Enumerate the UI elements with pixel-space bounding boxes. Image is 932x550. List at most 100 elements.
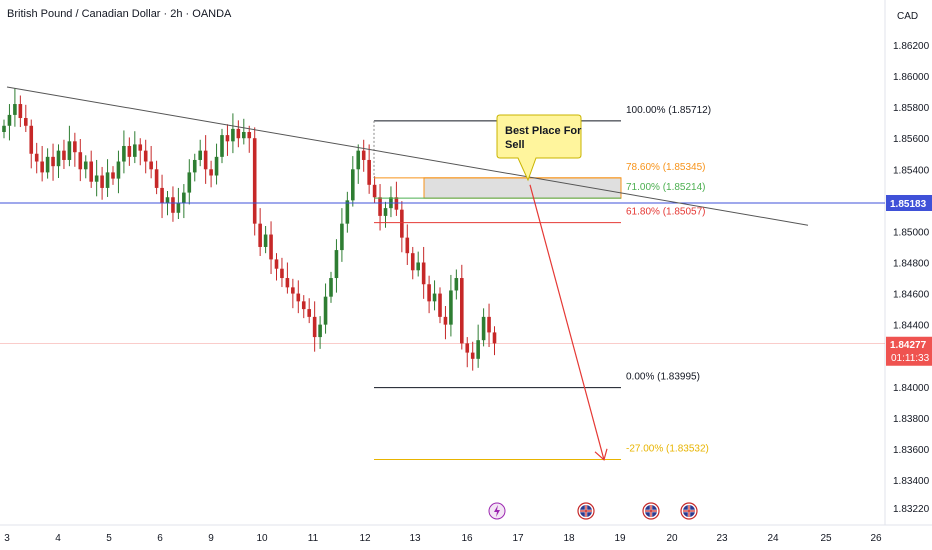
callout-bubble — [496, 114, 582, 182]
time-tick-label: 18 — [563, 533, 575, 544]
price-tick-label: 1.85000 — [893, 227, 930, 238]
uk-flag-icon[interactable] — [680, 502, 698, 520]
price-tick-label: 1.83600 — [893, 445, 930, 456]
lightning-icon[interactable] — [488, 502, 506, 520]
candle-body — [62, 150, 66, 160]
candle-body — [460, 278, 464, 344]
candle-body — [301, 301, 306, 310]
candles — [2, 88, 497, 371]
descending-trendline[interactable] — [6, 86, 809, 226]
candle-body — [154, 169, 159, 188]
horizontal-level-price: 1.85183 — [890, 199, 927, 210]
candle-body — [465, 343, 470, 353]
candle-body — [209, 169, 213, 176]
time-tick-label: 24 — [767, 533, 779, 544]
uk-flag-icon[interactable] — [642, 502, 660, 520]
candle-body — [345, 200, 350, 224]
candle-body — [340, 223, 344, 251]
time-tick-label: 6 — [157, 533, 163, 544]
time-tick-label: 17 — [512, 533, 524, 544]
candle-body — [443, 316, 448, 325]
fib-label-71: 71.00% (1.85214) — [626, 182, 706, 193]
time-tick-label: 4 — [55, 533, 61, 544]
candle-body — [312, 316, 317, 338]
price-tick-label: 1.85800 — [893, 103, 930, 114]
candle-body — [421, 262, 426, 285]
candle-body — [24, 118, 28, 126]
candle-body — [476, 340, 480, 359]
candle-body — [247, 132, 252, 139]
candle-body — [356, 150, 361, 170]
candle-body — [285, 278, 290, 288]
candle-body — [34, 153, 39, 162]
projection-arrow-head — [594, 448, 608, 461]
candle-body — [18, 104, 23, 119]
candle-body — [100, 175, 104, 188]
candle-body — [280, 268, 284, 279]
candle-body — [296, 293, 301, 302]
price-tick-label: 1.84600 — [893, 290, 930, 301]
candle-body — [89, 161, 93, 182]
callout[interactable]: Best Place For Sell — [496, 114, 582, 182]
fib-label-100: 100.00% (1.85712) — [626, 105, 711, 116]
candle-body — [138, 144, 143, 151]
candle-body — [182, 192, 186, 204]
candle-body — [83, 161, 88, 170]
time-tick-label: 12 — [359, 533, 371, 544]
candle-body — [127, 145, 132, 157]
candle-body — [149, 161, 153, 170]
candle-body — [454, 278, 459, 291]
candle-body — [432, 293, 437, 302]
candle-body — [29, 125, 34, 154]
candle-body — [78, 152, 83, 170]
event-icons[interactable] — [488, 502, 698, 520]
price-tick-label: 1.84800 — [893, 259, 930, 270]
candle-body — [492, 332, 497, 344]
candle-body — [258, 223, 262, 247]
candle-body — [176, 203, 181, 213]
candle-body — [51, 156, 55, 167]
horizontal-level-badge — [886, 194, 932, 211]
candle-body — [7, 114, 12, 126]
time-tick-label: 13 — [409, 533, 421, 544]
candle-body — [165, 197, 170, 204]
candle-body — [367, 159, 371, 185]
candle-body — [410, 253, 415, 271]
callout-text-line2: Sell — [505, 139, 525, 151]
candle-body — [45, 156, 50, 173]
candle-body — [416, 262, 420, 271]
time-tick-label: 25 — [820, 533, 832, 544]
candle-body — [378, 197, 382, 216]
candle-body — [449, 290, 453, 325]
candle-body — [307, 309, 311, 317]
time-axis[interactable]: 3 4 5 6 9 10 11 12 13 16 17 18 19 20 23 24 25 26 — [4, 533, 882, 544]
projection-arrow[interactable] — [529, 184, 605, 460]
candle-body — [427, 284, 431, 302]
uk-flag-icon[interactable] — [577, 502, 595, 520]
candle-body — [351, 169, 355, 201]
candle-body — [40, 161, 44, 173]
candle-body — [236, 128, 241, 139]
price-tick-label: 1.86200 — [893, 41, 930, 52]
candle-body — [203, 150, 208, 170]
candle-body — [13, 104, 17, 115]
fibonacci-retracement[interactable] — [373, 120, 621, 460]
candle-body — [400, 209, 404, 238]
price-tick-label: 1.83220 — [893, 504, 930, 515]
candle-body — [160, 187, 164, 204]
candle-body — [171, 197, 175, 213]
candle-body — [329, 278, 333, 297]
time-tick-label: 9 — [208, 533, 214, 544]
time-tick-label: 16 — [461, 533, 473, 544]
candle-body — [361, 150, 366, 160]
candle-body — [242, 132, 246, 139]
price-axis[interactable]: 1.862001.860001.858001.856001.854001.852… — [893, 41, 930, 515]
time-tick-label: 5 — [106, 533, 112, 544]
time-tick-label: 20 — [666, 533, 678, 544]
candle-body — [481, 316, 486, 341]
current-price: 1.84277 — [890, 340, 927, 351]
candle-body — [111, 172, 115, 179]
candle-body — [231, 128, 235, 142]
price-tick-label: 1.83800 — [893, 414, 930, 425]
